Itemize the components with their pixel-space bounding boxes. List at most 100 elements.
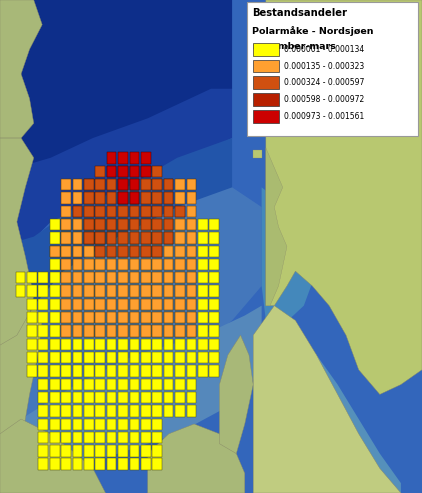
Bar [95, 312, 105, 323]
Polygon shape [0, 306, 42, 493]
Bar [118, 299, 128, 310]
Bar [73, 259, 82, 270]
Bar [95, 312, 105, 323]
Bar [175, 365, 185, 377]
Bar [152, 179, 162, 190]
Bar [95, 206, 105, 217]
Bar [257, 94, 264, 99]
Bar [61, 299, 71, 310]
Bar [164, 339, 173, 350]
Bar [130, 405, 139, 417]
Bar [209, 312, 219, 323]
Bar [141, 219, 151, 230]
Bar [130, 379, 139, 390]
Bar [198, 352, 208, 363]
Bar [61, 405, 71, 417]
Bar [27, 312, 37, 323]
Bar [152, 325, 162, 337]
Bar [95, 405, 105, 417]
Bar [209, 365, 219, 377]
Bar [107, 192, 116, 204]
Bar [95, 246, 105, 257]
Bar [84, 299, 94, 310]
Bar [152, 339, 162, 350]
Bar [152, 312, 162, 323]
Bar [187, 232, 196, 244]
Polygon shape [0, 419, 106, 493]
Bar [118, 246, 128, 257]
Bar [164, 206, 173, 217]
Bar [130, 192, 139, 204]
Bar [84, 206, 94, 217]
Bar [73, 192, 82, 204]
Bar [61, 219, 71, 230]
Bar [73, 312, 82, 323]
Bar [61, 312, 71, 323]
Bar [107, 259, 116, 270]
Bar [141, 152, 151, 164]
Bar [198, 299, 208, 310]
Bar [152, 272, 162, 283]
Bar [141, 299, 151, 310]
Bar [84, 458, 94, 470]
Bar [73, 312, 82, 323]
Bar [164, 392, 173, 403]
Bar [198, 272, 208, 283]
Bar [38, 272, 48, 283]
Text: 0.000598 - 0.000972: 0.000598 - 0.000972 [284, 95, 365, 104]
Bar [164, 219, 173, 230]
Bar [198, 232, 208, 244]
Bar [84, 405, 94, 417]
Bar [107, 232, 116, 244]
Bar [84, 179, 94, 190]
Bar [187, 352, 196, 363]
Bar [95, 272, 105, 283]
Bar [84, 312, 94, 323]
Bar [175, 312, 185, 323]
Bar [84, 219, 94, 230]
Bar [164, 285, 173, 297]
Bar [61, 365, 71, 377]
Bar [50, 432, 60, 443]
Bar [73, 246, 82, 257]
Bar [209, 339, 219, 350]
Bar [27, 285, 37, 297]
Bar [107, 379, 116, 390]
Bar [152, 352, 162, 363]
Bar [130, 246, 139, 257]
Bar [130, 166, 139, 177]
Bar [95, 179, 105, 190]
Bar [118, 219, 128, 230]
Bar [50, 445, 60, 457]
Bar [118, 246, 128, 257]
Bar [95, 232, 105, 244]
Bar [95, 272, 105, 283]
Bar [164, 312, 173, 323]
Bar [187, 219, 196, 230]
Bar [84, 419, 94, 430]
Bar [107, 458, 116, 470]
Bar [164, 352, 173, 363]
Bar [84, 246, 94, 257]
Bar [118, 232, 128, 244]
Bar [141, 432, 151, 443]
Bar [175, 285, 185, 297]
Bar [50, 352, 60, 363]
Bar [107, 365, 116, 377]
Bar [27, 272, 37, 283]
Bar [95, 365, 105, 377]
Bar [141, 312, 151, 323]
Bar [187, 285, 196, 297]
Bar [95, 285, 105, 297]
Bar [152, 246, 162, 257]
Bar [84, 219, 94, 230]
Bar [50, 285, 60, 297]
Bar [175, 232, 185, 244]
Bar [95, 219, 105, 230]
Text: 0.000001 - 0.000134: 0.000001 - 0.000134 [284, 45, 365, 54]
Bar [152, 312, 162, 323]
Bar [141, 219, 151, 230]
Bar [61, 285, 71, 297]
Bar [130, 206, 139, 217]
Bar [118, 219, 128, 230]
